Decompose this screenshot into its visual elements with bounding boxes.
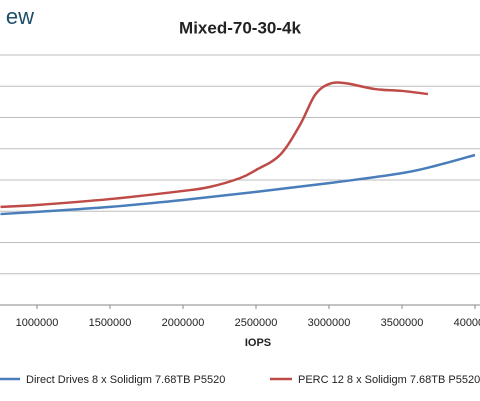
legend-label: Direct Drives 8 x Solidigm 7.68TB P5520	[26, 374, 225, 386]
x-tick-label: 3500000	[381, 317, 424, 329]
x-tick-label: 1000000	[16, 317, 59, 329]
legend-label: PERC 12 8 x Solidigm 7.68TB P5520	[298, 374, 480, 386]
x-tick-label: 4000000	[454, 317, 480, 329]
chart-title: Mixed-70-30-4k	[179, 18, 301, 37]
watermark: ew	[6, 4, 34, 29]
x-tick-label: 2000000	[162, 317, 205, 329]
x-tick-label: 3000000	[308, 317, 351, 329]
series-line	[0, 153, 476, 216]
x-axis-label: IOPS	[245, 337, 271, 349]
x-tick-label: 2500000	[235, 317, 278, 329]
series-line	[0, 81, 429, 209]
x-tick-label: 1500000	[89, 317, 132, 329]
